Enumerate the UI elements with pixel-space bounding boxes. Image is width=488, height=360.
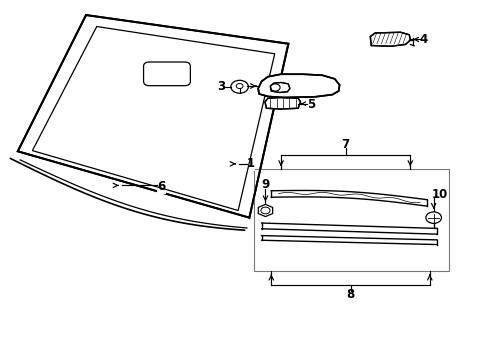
Text: 10: 10 xyxy=(430,188,447,201)
Text: 9: 9 xyxy=(261,178,269,191)
Polygon shape xyxy=(270,82,289,93)
Text: 4: 4 xyxy=(419,33,427,46)
Circle shape xyxy=(425,212,441,224)
Polygon shape xyxy=(258,204,272,217)
Text: 3: 3 xyxy=(217,80,224,93)
Text: 1: 1 xyxy=(246,157,254,170)
Polygon shape xyxy=(258,74,339,98)
Polygon shape xyxy=(18,15,288,218)
Polygon shape xyxy=(369,32,409,46)
Polygon shape xyxy=(264,98,300,109)
Text: 6: 6 xyxy=(157,180,165,193)
Text: 5: 5 xyxy=(306,98,314,111)
Text: 8: 8 xyxy=(346,288,354,301)
Text: 7: 7 xyxy=(341,138,349,150)
Circle shape xyxy=(230,80,248,93)
Text: 2: 2 xyxy=(239,80,247,93)
